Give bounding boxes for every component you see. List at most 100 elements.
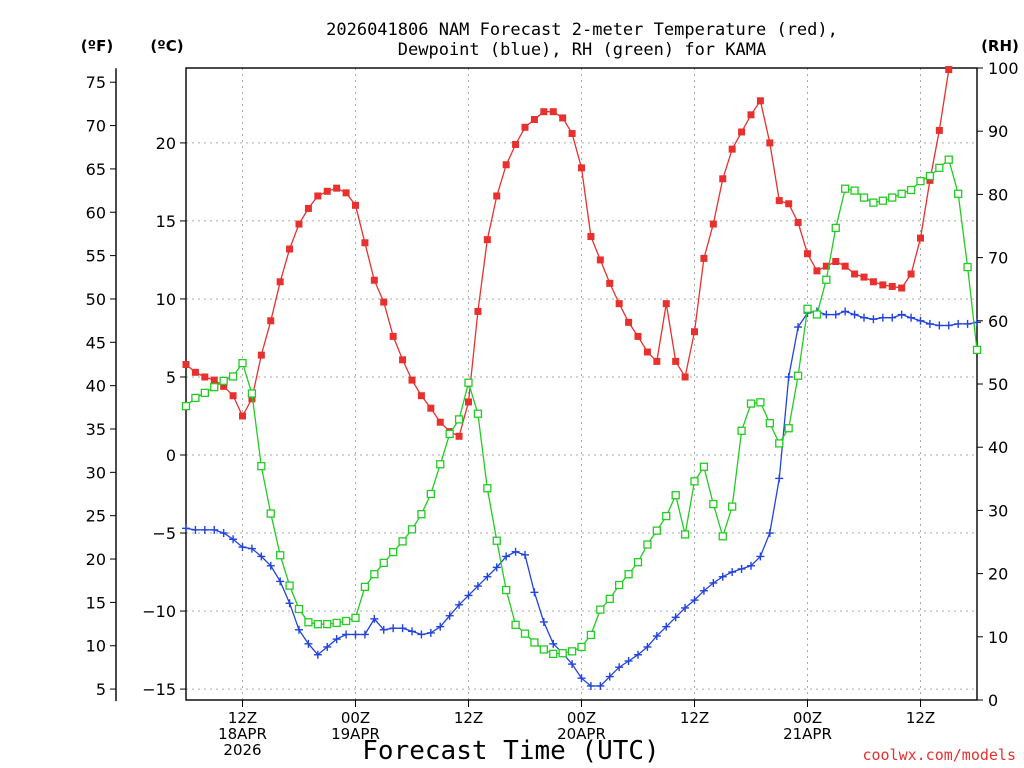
dewpoint-point <box>360 630 369 639</box>
rh-point <box>313 620 322 629</box>
rh-point <box>502 585 511 595</box>
fahrenheit-tick-label: 55 <box>86 247 106 266</box>
temperature-point <box>681 373 689 381</box>
fahrenheit-tick-label: 60 <box>86 203 106 222</box>
dewpoint-point <box>718 572 727 581</box>
rh-point <box>389 547 398 557</box>
temperature-point <box>709 220 717 228</box>
temperature-point <box>766 139 774 147</box>
dewpoint-point <box>436 622 445 631</box>
rh-point <box>341 616 351 626</box>
dewpoint-point <box>709 578 718 587</box>
temperature-point <box>408 376 416 384</box>
dewpoint-point <box>332 635 341 644</box>
rh-series <box>181 155 982 659</box>
rh-point <box>191 393 200 403</box>
temperature-point <box>333 184 341 192</box>
dewpoint-point <box>850 310 859 319</box>
rh-tick-label: 100 <box>988 59 1019 78</box>
temperature-point <box>672 357 680 365</box>
chart-title-line1: 2026041806 NAM Forecast 2-meter Temperat… <box>326 20 838 40</box>
temperature-point <box>917 234 924 242</box>
temperature-point <box>643 348 651 356</box>
temperature-point <box>653 357 661 365</box>
rh-point <box>746 399 756 408</box>
x-tick-label: 2026 <box>223 741 261 759</box>
rh-point <box>304 618 313 627</box>
temperature-point <box>898 284 906 292</box>
temperature-point <box>851 270 859 278</box>
dewpoint-point <box>417 630 426 639</box>
temperature-point <box>700 254 708 262</box>
rh-point <box>737 426 746 435</box>
rh-point <box>944 155 953 164</box>
temperature-point <box>756 97 764 105</box>
dewpoint-point <box>841 307 850 316</box>
temperature-point <box>606 279 614 287</box>
rh-point <box>520 629 530 638</box>
temperature-point <box>427 404 435 412</box>
temperature-point <box>239 412 246 420</box>
dewpoint-point <box>963 319 972 328</box>
rh-point <box>605 594 614 604</box>
chart-title-line2: Dewpoint (blue), RH (green) for KAMA <box>398 40 766 60</box>
dewpoint-point <box>342 630 351 639</box>
dewpoint-point <box>944 321 953 330</box>
rh-point <box>379 558 388 568</box>
temperature-point <box>813 267 821 275</box>
rh-tick-label: 90 <box>988 122 1008 141</box>
rh-tick-label: 70 <box>988 249 1008 268</box>
dewpoint-point <box>624 656 633 665</box>
temperature-point <box>869 278 877 286</box>
dewpoint-point <box>323 642 332 651</box>
x-tick-label: 12Z <box>906 709 935 727</box>
celsius-tick-label: −15 <box>142 680 176 699</box>
rh-point <box>530 638 539 647</box>
rh-point <box>558 649 567 658</box>
dewpoint-point <box>304 639 313 648</box>
dewpoint-point <box>295 625 303 634</box>
temperature-point <box>483 236 491 244</box>
rh-point <box>370 570 379 579</box>
temperature-point <box>304 204 312 212</box>
fahrenheit-tick-label: 20 <box>86 550 106 569</box>
plot-area-frame <box>185 67 978 701</box>
rh-point <box>803 304 812 313</box>
temperature-point <box>728 145 736 153</box>
rh-point <box>417 510 426 519</box>
left-axis-unit-celsius: (ºC) <box>150 37 183 55</box>
fahrenheit-tick-label: 35 <box>86 420 106 439</box>
dewpoint-point <box>492 563 501 572</box>
temperature-point <box>512 140 520 148</box>
temperature-point <box>804 250 811 258</box>
temperature-point <box>229 392 237 400</box>
temperature-point <box>389 332 397 340</box>
temperature-point <box>926 176 934 184</box>
dewpoint-point <box>210 525 219 534</box>
temperature-point <box>248 395 256 403</box>
temperature-point <box>267 317 275 325</box>
dewpoint-point <box>756 552 765 561</box>
dewpoint-point <box>916 316 925 325</box>
dewpoint-point <box>671 613 680 622</box>
temperature-point <box>540 108 548 116</box>
x-tick-label: 21APR <box>783 725 832 743</box>
rh-point <box>285 581 294 590</box>
dewpoint-point <box>784 372 793 381</box>
rh-point <box>210 383 219 392</box>
dewpoint-point <box>747 561 755 570</box>
temperature-point <box>634 332 642 340</box>
temperature-series <box>182 66 953 440</box>
rh-point <box>822 275 831 284</box>
dewpoint-point <box>351 630 360 639</box>
rh-point <box>483 484 492 493</box>
fahrenheit-tick-label: 25 <box>86 507 106 526</box>
dewpoint-point <box>794 323 803 332</box>
dewpoint-point <box>455 600 464 609</box>
rh-point <box>935 163 944 173</box>
fahrenheit-tick-label: 70 <box>86 117 106 136</box>
dewpoint-point <box>662 622 671 631</box>
fahrenheit-tick-label: 5 <box>96 680 106 699</box>
dewpoint-point <box>615 663 624 672</box>
